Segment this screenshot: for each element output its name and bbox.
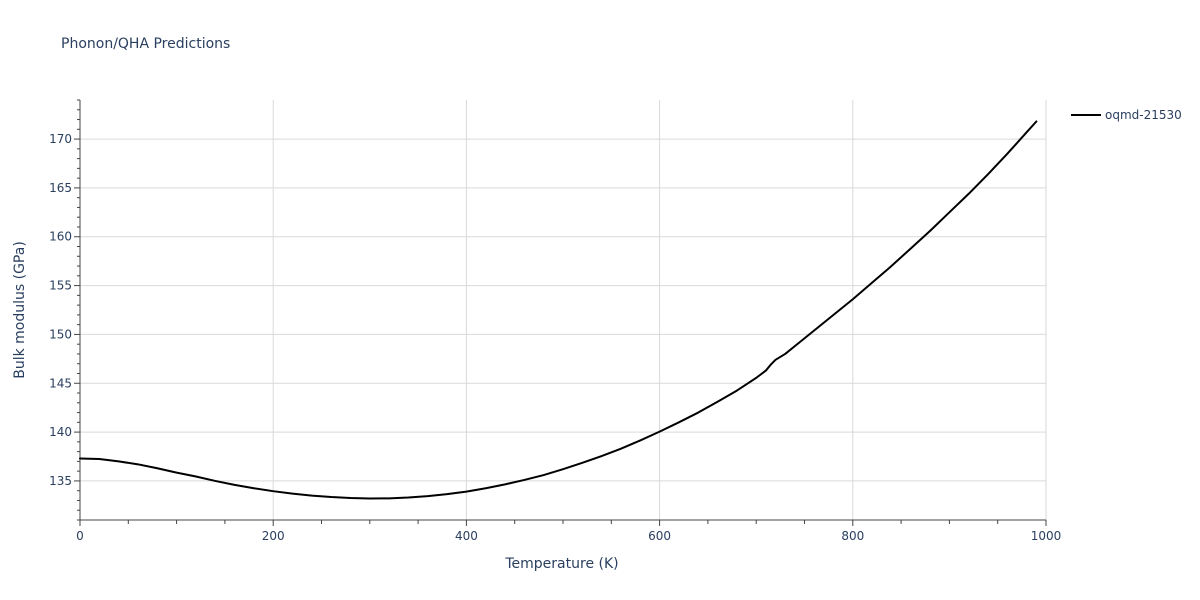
x-tick-label: 400 — [455, 529, 478, 543]
y-tick-label: 155 — [49, 279, 72, 293]
x-tick-label: 200 — [262, 529, 285, 543]
y-tick-label: 140 — [49, 425, 72, 439]
legend-label: oqmd-21530 — [1105, 108, 1182, 122]
grid-layer — [80, 100, 1047, 520]
series-line-oqmd-21530 — [79, 120, 1038, 500]
x-tick-label: 600 — [648, 529, 671, 543]
legend[interactable]: oqmd-21530 — [1071, 108, 1182, 122]
y-tick-label: 160 — [49, 230, 72, 244]
series-layer — [79, 120, 1038, 500]
axes-layer: 0 200 400 600 800 1000 135 140 145 150 155 160 165 17… — [49, 99, 1062, 543]
y-tick-label: 150 — [49, 327, 72, 341]
y-tick-label: 170 — [49, 132, 72, 146]
x-axis-title: Temperature (K) — [504, 556, 618, 572]
chart-title: Phonon/QHA Predictions — [61, 36, 231, 52]
x-tick-label: 800 — [841, 529, 864, 543]
y-tick-label: 135 — [49, 474, 72, 488]
y-axis-title: Bulk modulus (GPa) — [12, 241, 28, 379]
y-tick-label: 165 — [49, 181, 72, 195]
x-tick-label: 0 — [76, 529, 84, 543]
x-tick-label: 1000 — [1031, 529, 1062, 543]
y-tick-label: 145 — [49, 376, 72, 390]
